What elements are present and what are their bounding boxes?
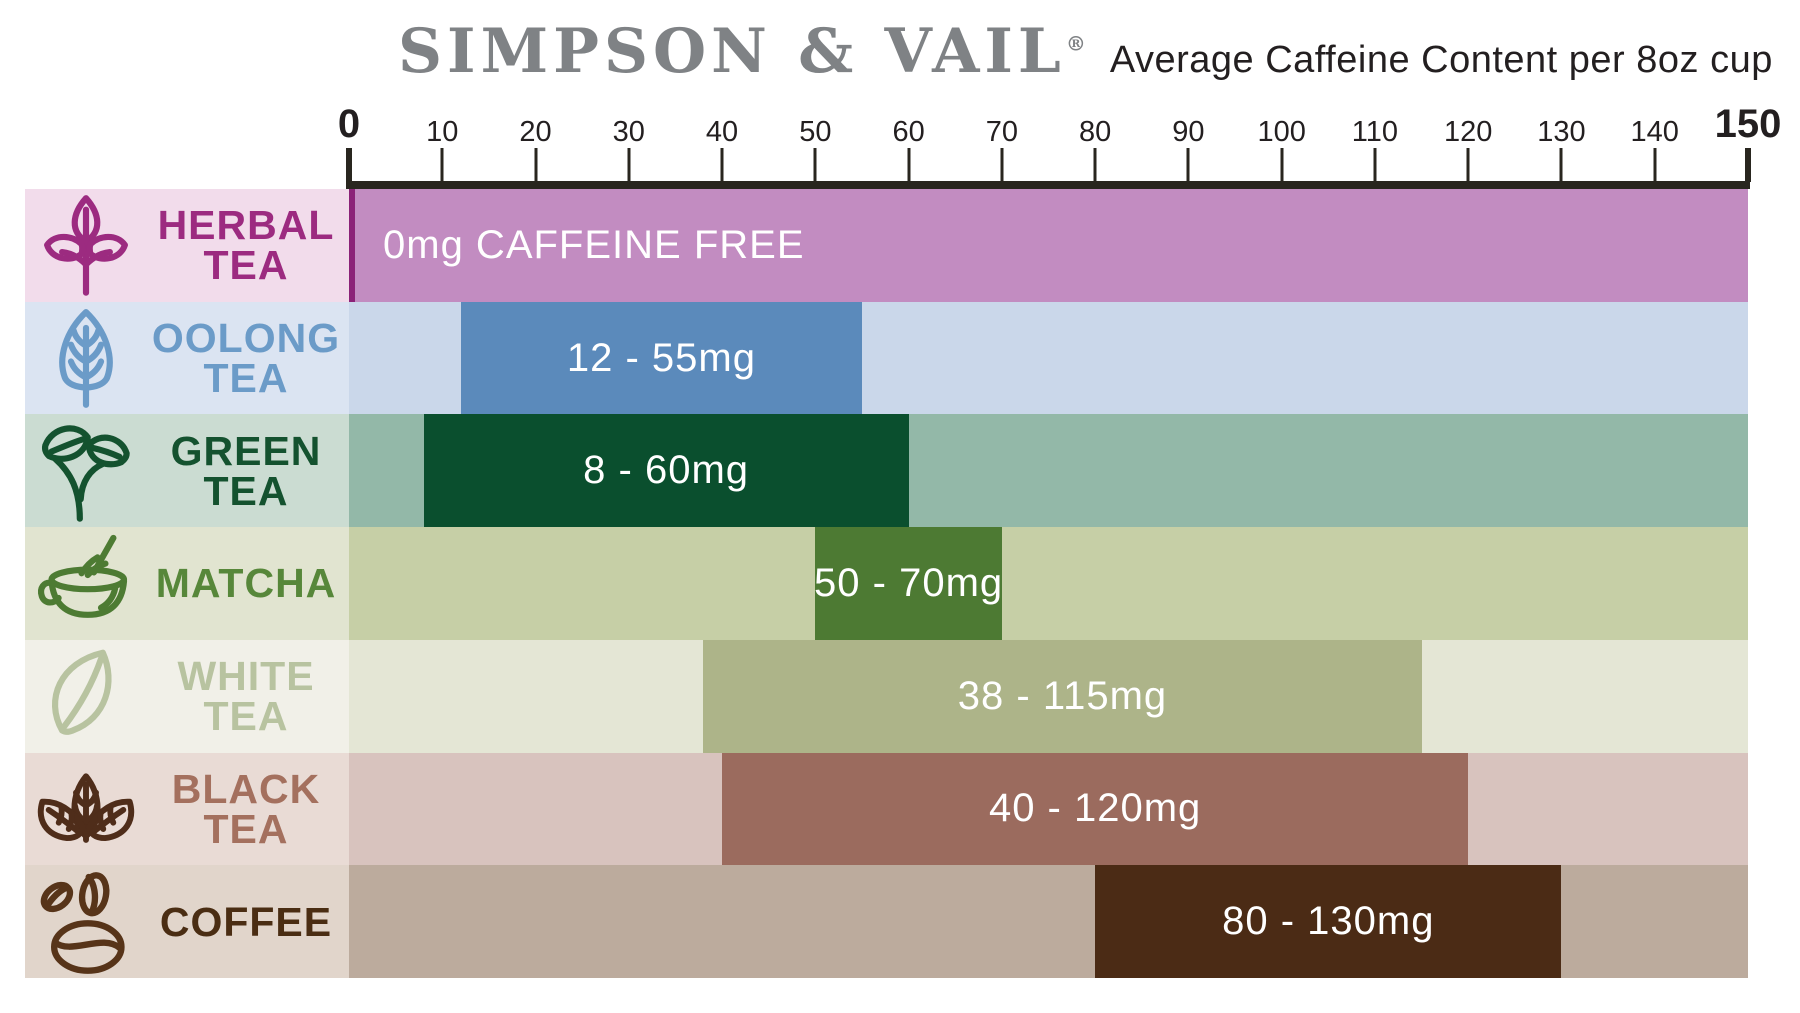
axis-tick xyxy=(720,148,724,182)
axis-tick-label: 130 xyxy=(1537,116,1586,148)
axis-tick xyxy=(813,148,817,182)
axis-tick xyxy=(1745,148,1751,182)
axis-tick-label: 110 xyxy=(1351,116,1399,148)
row-name: MATCHA xyxy=(155,560,337,607)
axis-tick xyxy=(1093,148,1097,182)
axis-tick-label: 40 xyxy=(705,116,739,148)
axis-tick-label: 100 xyxy=(1257,116,1306,148)
row-label-white-tea: WHITE TEA xyxy=(25,639,349,753)
bar-value-label: 8 - 60mg xyxy=(583,448,750,493)
row-name: OOLONG TEA xyxy=(151,314,341,402)
axis-tick-label: 90 xyxy=(1172,116,1205,148)
row-name: GREEN TEA xyxy=(170,427,322,514)
row-track-herbal-tea: 0mg CAFFEINE FREE xyxy=(349,189,1748,302)
axis-tick xyxy=(1186,148,1190,182)
row-name: BLACK TEA xyxy=(171,765,321,852)
row-name: WHITE TEA xyxy=(177,653,315,740)
row-track-black-tea: 40 - 120mg xyxy=(349,752,1748,866)
axis-tick xyxy=(1466,148,1470,182)
axis-tick xyxy=(346,148,352,182)
row-track-coffee: 80 - 130mg xyxy=(349,865,1748,978)
axis-tick xyxy=(1653,148,1657,182)
row-coffee: COFFEE 80 - 130mg xyxy=(0,865,1800,978)
row-black-tea: BLACK TEA 40 - 120mg xyxy=(0,752,1800,866)
axis-tick xyxy=(1559,148,1563,182)
bar-value-label: 40 - 120mg xyxy=(988,786,1202,831)
axis-tick xyxy=(534,148,538,182)
row-track-oolong-tea: 12 - 55mg xyxy=(349,301,1748,415)
green-tea-icon xyxy=(25,418,147,524)
axis-tick-label: 140 xyxy=(1630,116,1679,148)
row-label-herbal-tea: HERBAL TEA xyxy=(25,189,349,302)
caffeine-bar-coffee: 80 - 130mg xyxy=(1095,865,1562,978)
axis-baseline xyxy=(346,181,1750,189)
white-tea-icon xyxy=(25,643,147,749)
chart-subtitle: Average Caffeine Content per 8oz cup xyxy=(1109,39,1773,81)
zero-baseline xyxy=(349,189,355,302)
oolong-tea-icon xyxy=(25,305,147,411)
axis-tick-label: 60 xyxy=(892,116,925,148)
axis-tick-label: 50 xyxy=(799,116,832,148)
row-name: COFFEE xyxy=(159,898,333,945)
caffeine-bar-white-tea: 38 - 115mg xyxy=(703,639,1422,753)
row-herbal-tea: HERBAL TEA 0mg CAFFEINE FREE xyxy=(0,189,1800,302)
caffeine-bar-matcha: 50 - 70mg xyxy=(814,527,1004,640)
caffeine-bar-black-tea: 40 - 120mg xyxy=(722,752,1469,866)
bar-value-label: 0mg CAFFEINE FREE xyxy=(383,222,805,267)
axis-tick xyxy=(1373,148,1377,182)
row-label-matcha: MATCHA xyxy=(25,527,349,640)
row-matcha: MATCHA 50 - 70mg xyxy=(0,527,1800,640)
row-track-matcha: 50 - 70mg xyxy=(349,527,1748,640)
row-label-black-tea: BLACK TEA xyxy=(25,752,349,866)
brand-name: SIMPSON & VAIL xyxy=(398,16,1066,87)
row-track-green-tea: 8 - 60mg xyxy=(349,414,1748,528)
row-oolong-tea: OOLONG TEA 12 - 55mg xyxy=(0,301,1800,415)
axis-tick xyxy=(1280,148,1284,182)
axis-tick-label: 70 xyxy=(985,116,1018,148)
row-name: HERBAL TEA xyxy=(157,202,335,289)
matcha-icon xyxy=(25,530,147,636)
caffeine-bar-herbal-tea: 0mg CAFFEINE FREE xyxy=(349,189,1748,302)
bar-value-label: 50 - 70mg xyxy=(814,560,1004,605)
chart-header: SIMPSON & VAIL® Average Caffeine Content… xyxy=(398,16,1773,87)
axis-tick-label: 150 xyxy=(1714,102,1782,146)
row-white-tea: WHITE TEA 38 - 115mg xyxy=(0,639,1800,753)
axis-tick xyxy=(907,148,911,182)
row-green-tea: GREEN TEA 8 - 60mg xyxy=(0,414,1800,528)
axis-tick-label: 30 xyxy=(612,116,645,148)
caffeine-bar-green-tea: 8 - 60mg xyxy=(423,414,909,528)
row-label-oolong-tea: OOLONG TEA xyxy=(25,301,349,415)
row-label-coffee: COFFEE xyxy=(25,865,349,978)
caffeine-bar-oolong-tea: 12 - 55mg xyxy=(460,301,862,415)
brand-logo: SIMPSON & VAIL® xyxy=(398,16,1086,87)
axis-tick xyxy=(1000,148,1004,182)
bar-value-label: 38 - 115mg xyxy=(957,673,1168,718)
row-label-green-tea: GREEN TEA xyxy=(25,414,349,528)
coffee-icon xyxy=(25,869,147,975)
row-track-white-tea: 38 - 115mg xyxy=(349,639,1748,753)
registered-mark: ® xyxy=(1065,31,1086,56)
axis-tick xyxy=(627,148,631,182)
bar-value-label: 12 - 55mg xyxy=(566,335,756,380)
bar-value-label: 80 - 130mg xyxy=(1222,899,1435,944)
axis-tick-label: 120 xyxy=(1443,116,1493,148)
axis-tick-label: 10 xyxy=(426,116,459,148)
black-tea-icon xyxy=(25,756,147,862)
axis-tick-label: 0 xyxy=(337,102,361,146)
herbal-tea-icon xyxy=(25,192,147,298)
axis-tick-label: 20 xyxy=(519,116,552,148)
axis-tick xyxy=(440,148,444,182)
axis-tick-label: 80 xyxy=(1078,116,1112,148)
